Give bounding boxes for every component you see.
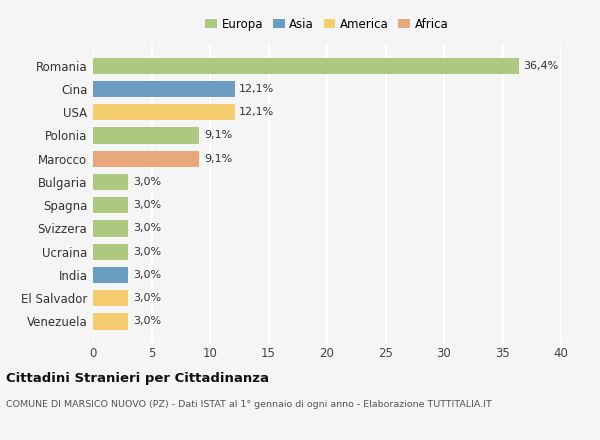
Bar [93,174,128,190]
Text: 12,1%: 12,1% [239,107,275,117]
Bar [93,58,519,74]
Text: 3,0%: 3,0% [133,200,161,210]
Text: 3,0%: 3,0% [133,293,161,303]
Bar [93,81,235,97]
Legend: Europa, Asia, America, Africa: Europa, Asia, America, Africa [202,14,452,34]
Text: 3,0%: 3,0% [133,316,161,326]
Bar [93,267,128,283]
Bar [93,313,128,330]
Bar [93,150,199,167]
Bar [93,290,128,306]
Text: 9,1%: 9,1% [204,131,232,140]
Text: COMUNE DI MARSICO NUOVO (PZ) - Dati ISTAT al 1° gennaio di ogni anno - Elaborazi: COMUNE DI MARSICO NUOVO (PZ) - Dati ISTA… [6,400,492,409]
Bar [93,127,199,143]
Bar [93,220,128,237]
Text: 12,1%: 12,1% [239,84,275,94]
Bar [93,104,235,121]
Bar [93,197,128,213]
Text: 9,1%: 9,1% [204,154,232,164]
Text: 36,4%: 36,4% [524,61,559,71]
Text: 3,0%: 3,0% [133,177,161,187]
Bar [93,244,128,260]
Text: 3,0%: 3,0% [133,270,161,280]
Text: 3,0%: 3,0% [133,247,161,257]
Text: 3,0%: 3,0% [133,224,161,234]
Text: Cittadini Stranieri per Cittadinanza: Cittadini Stranieri per Cittadinanza [6,372,269,385]
